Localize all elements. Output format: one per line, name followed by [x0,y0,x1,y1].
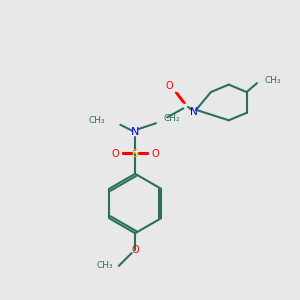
Text: S: S [132,149,139,160]
Text: N: N [131,127,139,137]
Text: CH₃: CH₃ [264,76,281,85]
Text: O: O [152,149,159,160]
Text: N: N [190,107,198,117]
Text: O: O [166,81,173,91]
Text: O: O [131,244,139,255]
Text: CH₂: CH₂ [164,114,180,123]
Text: CH₃: CH₃ [89,116,105,125]
Text: CH₃: CH₃ [96,261,113,270]
Text: O: O [111,149,119,160]
